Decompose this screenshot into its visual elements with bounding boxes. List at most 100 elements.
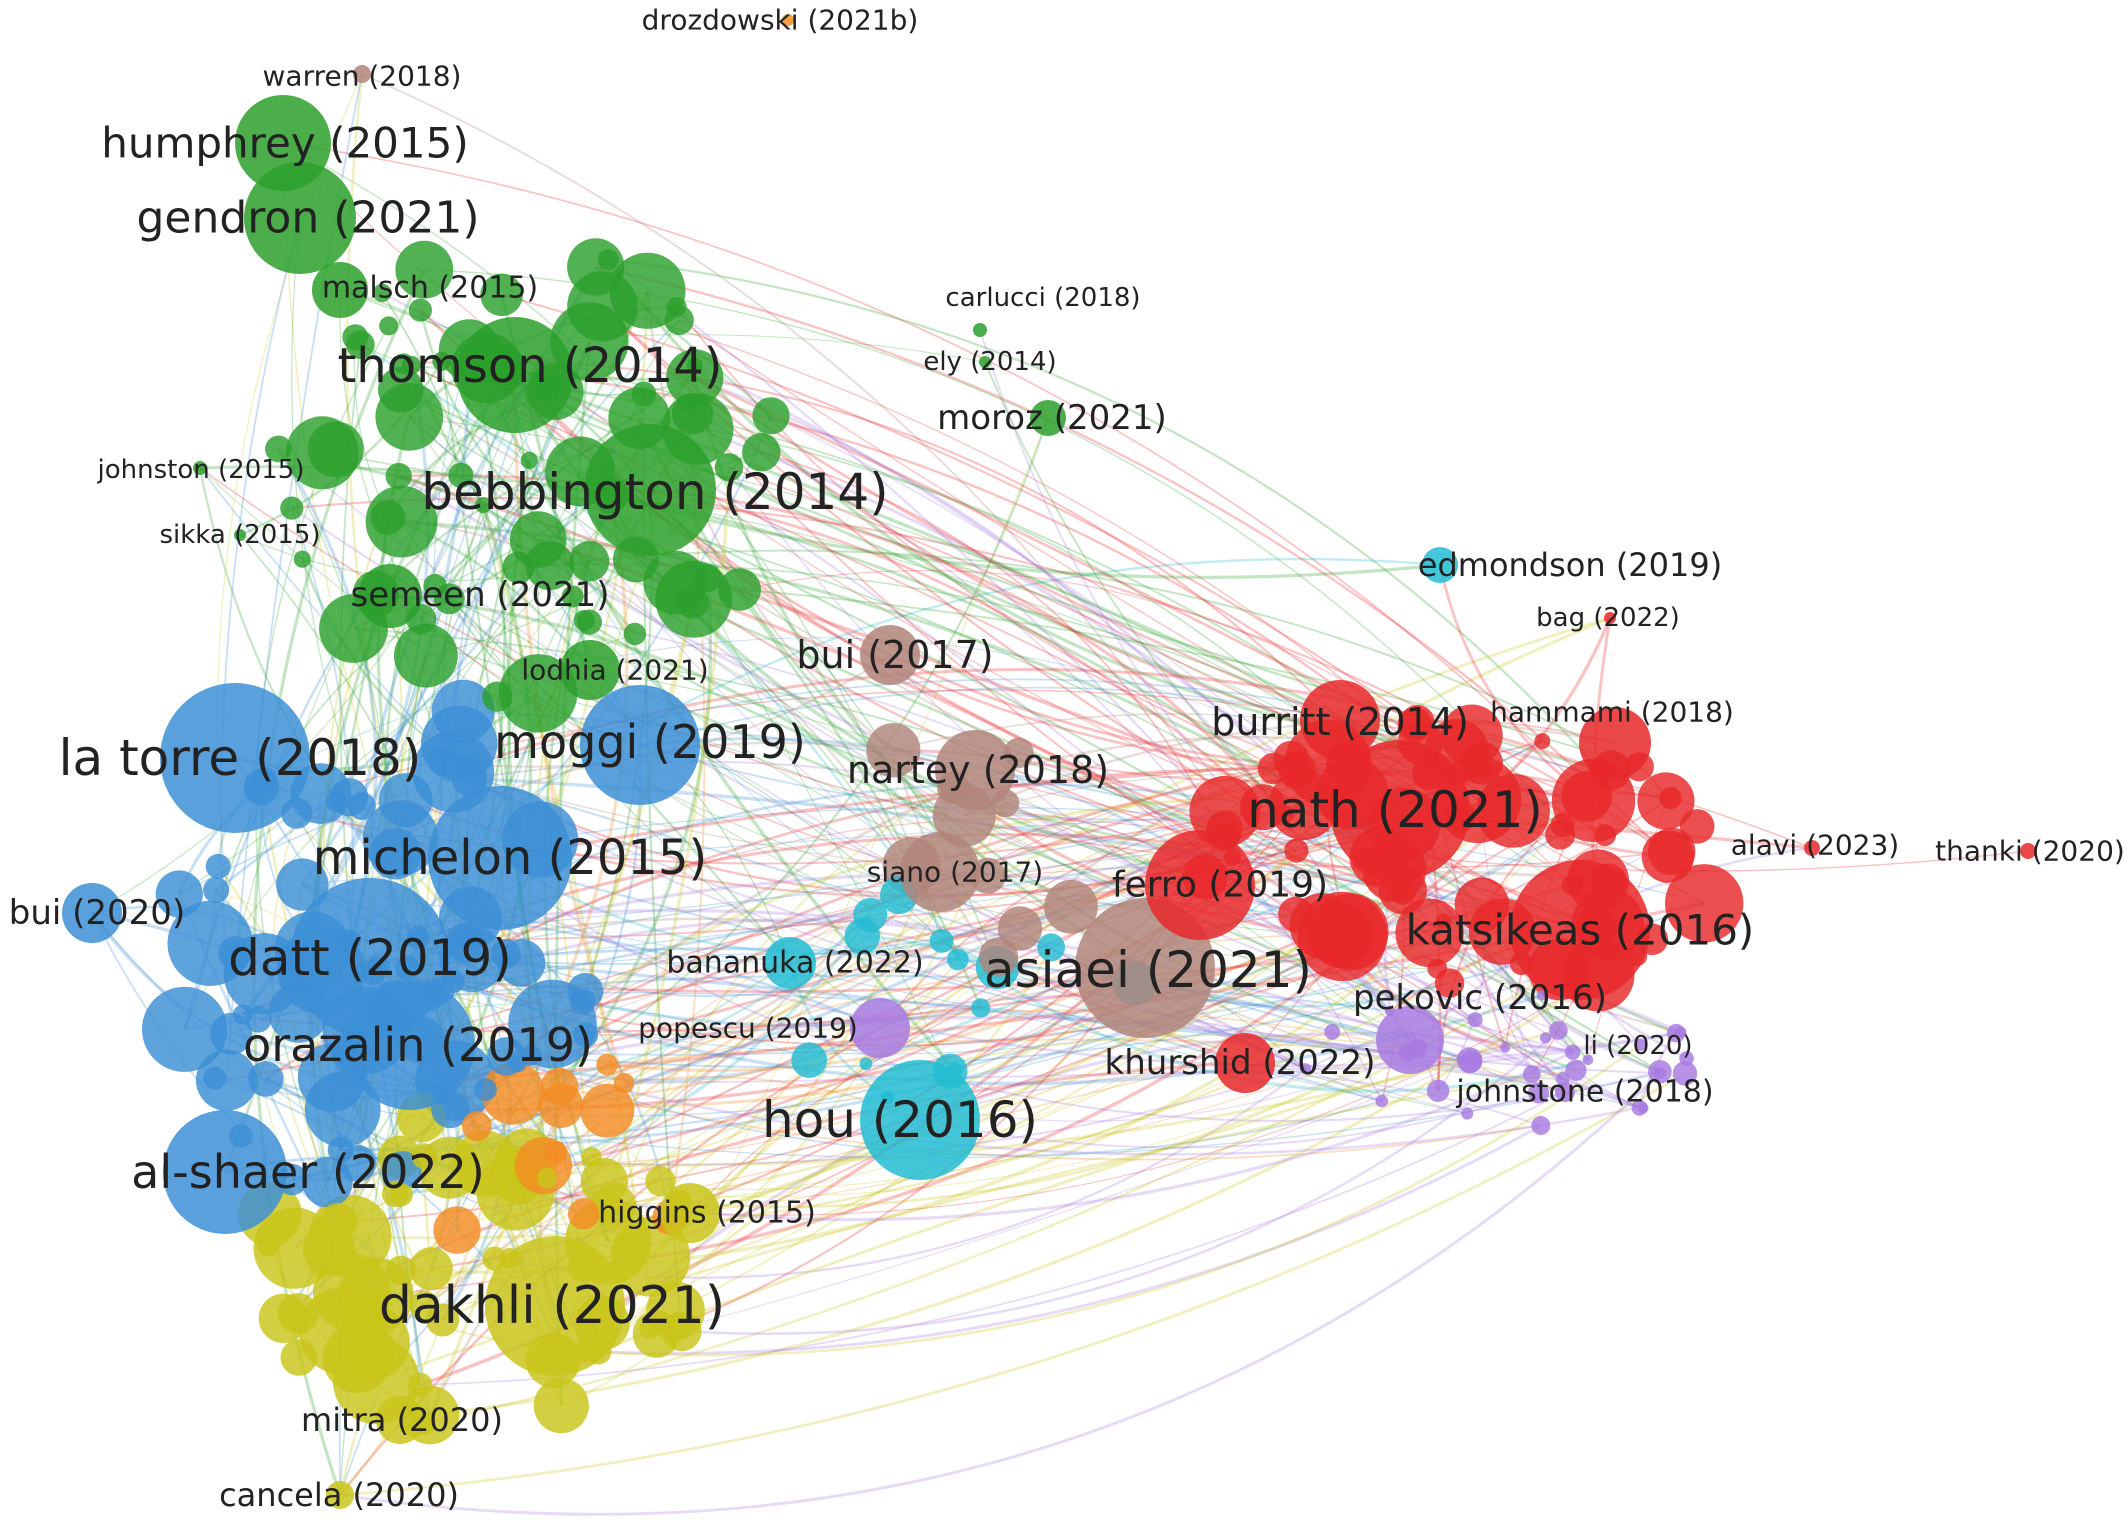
- network-node: [1459, 1050, 1482, 1073]
- network-node: [280, 1339, 318, 1376]
- label-orazalin-2019: orazalin (2019): [243, 1018, 593, 1072]
- node-nartey-2018[interactable]: [935, 730, 1015, 810]
- network-edge: [1305, 1031, 1677, 1071]
- network-edge: [470, 916, 881, 1030]
- node-ely-2014[interactable]: [979, 356, 991, 368]
- label-khurshid-2022: khurshid (2022): [1105, 1043, 1376, 1083]
- node-dakhli-2021[interactable]: [485, 1236, 625, 1376]
- node-cancela-2020[interactable]: [326, 1481, 354, 1509]
- network-node: [718, 568, 761, 611]
- node-siano-2017[interactable]: [900, 832, 980, 912]
- network-node: [645, 1166, 676, 1197]
- label-ely-2014: ely (2014): [923, 347, 1056, 377]
- node-higgins-2015[interactable]: [660, 1183, 720, 1243]
- network-edge: [278, 448, 1383, 1102]
- node-burritt-2014[interactable]: [1300, 680, 1380, 760]
- node-hou-2016[interactable]: [860, 1060, 980, 1180]
- node-thomson-2014[interactable]: [457, 317, 573, 433]
- network-node: [276, 858, 329, 911]
- node-pekovic-2016[interactable]: [1376, 1006, 1444, 1074]
- network-node: [319, 1202, 358, 1242]
- network-node: [1467, 1012, 1483, 1028]
- network-node: [540, 1067, 579, 1106]
- network-node: [218, 936, 252, 970]
- node-moroz-2021[interactable]: [1030, 400, 1066, 436]
- node-thanki-2020[interactable]: [2020, 843, 2036, 859]
- node-la-torre-2018[interactable]: [160, 683, 310, 833]
- network-node: [428, 746, 459, 777]
- node-drozdowski-2021b[interactable]: [782, 14, 794, 26]
- node-moggi-2019[interactable]: [580, 685, 700, 805]
- node-nath-2021[interactable]: [1330, 740, 1470, 880]
- network-node: [233, 1004, 254, 1025]
- network-edge: [893, 749, 2029, 872]
- network-node: [597, 249, 619, 271]
- network-node: [1528, 1082, 1549, 1104]
- network-edge: [589, 669, 1408, 1054]
- network-node: [325, 791, 347, 813]
- node-khurshid-2022[interactable]: [1215, 1033, 1275, 1093]
- network-node: [520, 451, 538, 469]
- node-gendron-2021[interactable]: [244, 162, 356, 274]
- network-edge: [560, 930, 1503, 1351]
- node-mitra-2020[interactable]: [376, 1396, 424, 1444]
- network-node: [561, 585, 584, 608]
- node-humphrey-2015[interactable]: [235, 95, 331, 191]
- network-edge: [606, 935, 863, 1112]
- node-michelon-2015[interactable]: [428, 786, 572, 930]
- network-node: [408, 298, 432, 322]
- label-burritt-2014: burritt (2014): [1211, 700, 1469, 744]
- node-bag-2022[interactable]: [1604, 612, 1616, 624]
- network-node: [791, 1042, 828, 1078]
- network-node: [339, 1324, 396, 1381]
- network-node: [445, 922, 485, 963]
- network-edge: [420, 1091, 1566, 1386]
- node-edmondson-2019[interactable]: [1422, 547, 1458, 583]
- label-michelon-2015: michelon (2015): [313, 830, 707, 886]
- network-node: [1397, 707, 1432, 742]
- node-katsikeas-2016[interactable]: [1510, 860, 1650, 1000]
- label-alavi-2023: alavi (2023): [1731, 829, 1899, 862]
- network-node: [498, 654, 578, 733]
- network-node: [142, 986, 228, 1072]
- network-node: [1522, 1065, 1541, 1084]
- node-li-2020[interactable]: [1634, 1039, 1646, 1051]
- node-johnstone-2018[interactable]: [1555, 1082, 1575, 1102]
- network-edge: [277, 448, 378, 941]
- node-ferro-2019[interactable]: [1145, 830, 1255, 940]
- network-edge: [399, 1050, 1574, 1222]
- node-orazalin-2019[interactable]: [345, 980, 475, 1110]
- node-semeen-2021[interactable]: [358, 564, 422, 628]
- network-node: [1536, 990, 1547, 1001]
- node-bui-2017[interactable]: [860, 625, 920, 685]
- node-popescu-2019[interactable]: [850, 998, 910, 1058]
- node-sikka-2015[interactable]: [234, 529, 246, 541]
- node-hammami-2018[interactable]: [1579, 707, 1651, 779]
- network-node: [591, 1183, 636, 1228]
- network-node: [482, 681, 513, 712]
- network-edge: [979, 329, 1564, 1080]
- network-node: [1476, 774, 1550, 848]
- node-malsch-2015[interactable]: [312, 262, 368, 318]
- network-node: [389, 1183, 413, 1207]
- node-warren-2018[interactable]: [353, 65, 371, 83]
- network-edge: [456, 767, 1274, 1231]
- node-carlucci-2018[interactable]: [973, 323, 987, 337]
- network-node: [569, 988, 596, 1015]
- network-node: [277, 1293, 319, 1334]
- network-node: [971, 998, 991, 1018]
- network-node: [257, 1233, 281, 1257]
- network-node: [378, 773, 433, 828]
- network-edge: [595, 265, 1669, 858]
- network-node: [461, 1111, 492, 1142]
- network-edge: [361, 73, 1226, 812]
- node-bananuka-2022[interactable]: [764, 937, 816, 989]
- node-bui-2020[interactable]: [62, 883, 122, 943]
- node-bebbington-2014[interactable]: [584, 424, 716, 556]
- node-johnston-2015[interactable]: [193, 461, 207, 475]
- node-lodhia-2021[interactable]: [560, 640, 620, 700]
- network-node: [1550, 813, 1575, 838]
- node-al-shaer-2022[interactable]: [163, 1110, 287, 1234]
- network-edge: [339, 1072, 1686, 1497]
- node-alavi-2023[interactable]: [1804, 840, 1820, 856]
